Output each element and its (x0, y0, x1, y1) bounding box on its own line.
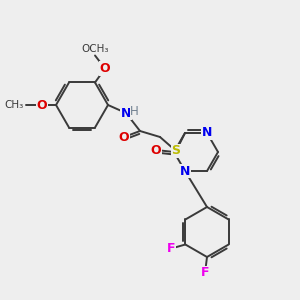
Text: OCH₃: OCH₃ (81, 44, 109, 55)
Text: F: F (167, 242, 176, 255)
Text: O: O (100, 62, 110, 75)
Text: O: O (37, 98, 47, 112)
Text: O: O (119, 130, 129, 143)
Text: CH₃: CH₃ (5, 100, 24, 110)
Text: N: N (202, 126, 212, 140)
Text: N: N (180, 165, 190, 178)
Text: N: N (121, 106, 131, 119)
Text: F: F (201, 266, 209, 280)
Text: H: H (130, 104, 138, 118)
Text: S: S (172, 145, 181, 158)
Text: O: O (151, 143, 161, 157)
